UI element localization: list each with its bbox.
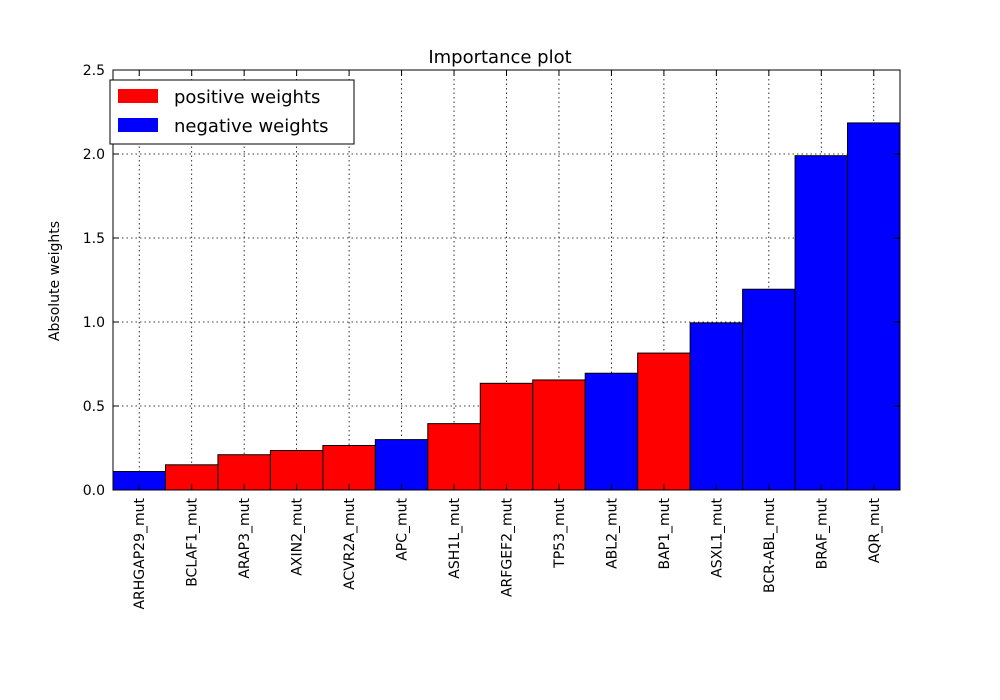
x-tick-label: ACVR2A_mut [342,498,358,590]
bar-axin2-mut [269,450,324,491]
legend-swatch-negative [118,118,158,132]
x-tick-label: AQR_mut [867,497,883,563]
x-tick-label: ASXL1_mut [709,497,725,577]
x-tick-label: BCR-ABL_mut [762,498,778,594]
y-tick-label: 2.0 [83,147,105,163]
y-axis-title: Absolute weights [47,221,63,341]
x-tick-label: ARFGEF2_mut [500,497,516,597]
bar-bap1-mut [637,352,691,491]
y-tick-label: 1.5 [83,231,105,247]
x-tick-label: AXIN2_mut [290,498,306,576]
x-axis-ticks: ARHGAP29_mut BCLAF1_mut ARAP3_mut AXIN2_mut… [132,70,883,610]
bar-aqr-mut [847,122,901,491]
bar-arfgef2-mut [479,382,534,491]
bar-apc-mut [374,439,429,491]
legend-label-positive: positive weights [174,87,320,108]
x-tick-label: TP53_mut [552,497,568,568]
legend: positive weights negative weights [109,79,355,145]
bar-bcr-abl-mut [742,288,796,491]
y-tick-label: 2.5 [83,63,105,79]
legend-swatch-positive [118,89,158,103]
bar-asxl1-mut [689,322,744,491]
bar-tp53-mut [532,379,586,491]
bar-acvr2a-mut [322,444,376,491]
x-tick-label: ARAP3_mut [237,497,253,578]
x-tick-label: ASH1L_mut [447,497,463,578]
x-tick-label: BRAF_mut [814,498,830,570]
x-tick-label: ARHGAP29_mut [132,497,148,609]
y-tick-label: 0.0 [83,483,105,499]
x-tick-label: ABL2_mut [604,497,620,568]
y-tick-label: 0.5 [83,399,105,415]
legend-label-negative: negative weights [174,116,329,137]
bar-ash1l-mut [427,423,481,491]
x-tick-label: BAP1_mut [657,497,673,569]
x-tick-label: APC_mut [395,497,411,560]
y-axis-ticks: 0.0 0.5 1.0 1.5 2.0 2.5 [83,63,900,499]
chart-title: Importance plot [428,47,571,68]
x-tick-label: BCLAF1_mut [185,497,201,586]
bar-abl2-mut [584,372,639,491]
bar-braf-mut [794,155,849,491]
bars [112,122,901,491]
y-tick-label: 1.0 [83,315,105,331]
